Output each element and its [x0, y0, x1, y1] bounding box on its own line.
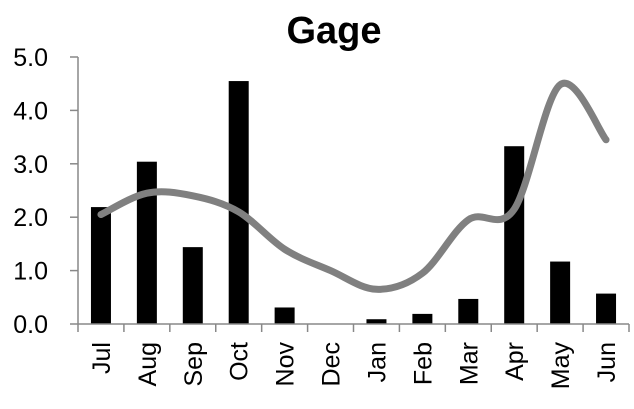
y-tick-label: 2.0	[13, 204, 48, 232]
x-tick-label-jan: Jan	[363, 342, 391, 382]
x-axis-ticks: Jul Aug Sep Oct Nov Dec Jan Feb Mar Apr May Jun	[77, 324, 630, 390]
x-tick-label-aug: Aug	[134, 342, 162, 386]
y-tick-label: 1.0	[13, 258, 48, 286]
bar-feb	[412, 313, 433, 325]
x-tick-label-oct: Oct	[226, 342, 254, 381]
bar-nov	[274, 307, 295, 325]
chart-title: Gage	[286, 10, 381, 52]
y-axis-ticks: 0.0 1.0 2.0 3.0 4.0 5.0	[13, 44, 78, 339]
y-tick-label: 3.0	[13, 151, 48, 179]
bar-apr	[504, 146, 525, 325]
x-tick-label-sep: Sep	[180, 342, 208, 386]
x-tick-label-mar: Mar	[455, 342, 483, 385]
x-tick-label-jul: Jul	[88, 342, 116, 374]
x-tick-label-jun: Jun	[593, 342, 621, 382]
bar-oct	[228, 81, 249, 325]
line-series-layer	[97, 79, 610, 293]
x-tick-label-nov: Nov	[272, 342, 300, 387]
x-tick-label-may: May	[547, 342, 575, 390]
bar-series	[90, 81, 617, 325]
x-tick-label-feb: Feb	[409, 342, 437, 385]
y-tick-label: 4.0	[13, 97, 48, 125]
y-tick-label: 0.0	[13, 311, 48, 339]
x-tick-label-apr: Apr	[501, 342, 529, 381]
bar-sep	[182, 247, 203, 325]
bar-jun	[596, 293, 617, 325]
line-series	[97, 79, 610, 293]
bar-mar	[458, 298, 479, 325]
bar-aug	[136, 161, 157, 325]
bar-jul	[90, 207, 111, 325]
bar-may	[550, 261, 571, 325]
y-tick-label: 5.0	[13, 44, 48, 72]
x-tick-label-dec: Dec	[318, 342, 346, 386]
